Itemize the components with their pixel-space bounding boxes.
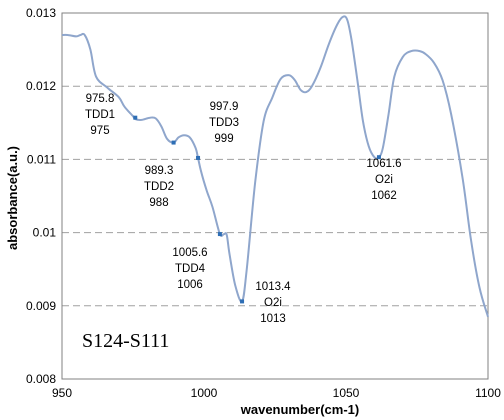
y-tick-label: 0.009 xyxy=(26,299,56,313)
peak-annotation: 989.3 TDD2 988 xyxy=(144,165,174,209)
peak-annotation: 1013.4 O2i 1013 xyxy=(255,281,291,325)
peak-marker xyxy=(240,299,245,304)
peak-annotation-line: 1006 xyxy=(177,279,203,291)
peak-annotation-line: TDD2 xyxy=(144,181,174,193)
peak-annotation-line: TDD1 xyxy=(85,109,115,121)
y-tick-label: 0.011 xyxy=(27,152,56,166)
plot-frame xyxy=(61,12,489,380)
peak-annotation-line: 1013 xyxy=(260,313,286,325)
y-tick-labels: 0.008 0.009 0.01 0.011 0.012 0.013 xyxy=(26,6,56,386)
peak-annotation-line: TDD4 xyxy=(175,263,206,275)
peak-annotation-line: 997.9 xyxy=(210,101,239,113)
peak-annotation-line: TDD3 xyxy=(209,117,239,129)
peak-marker xyxy=(171,140,176,145)
x-axis-title: wavenumber(cm-1) xyxy=(240,402,359,417)
peak-annotation: 1061.6 O2i 1062 xyxy=(366,158,401,202)
peak-annotations: 975.8 TDD1 975 989.3 TDD2 988 997.9 TDD3 999 1005… xyxy=(85,93,402,325)
y-tick-label: 0.012 xyxy=(26,79,56,93)
peak-annotation-line: 975 xyxy=(90,125,109,137)
peak-annotation: 997.9 TDD3 999 xyxy=(209,101,239,145)
peak-annotation: 1005.6 TDD4 1006 xyxy=(172,247,207,291)
peak-annotation-line: 988 xyxy=(149,197,168,209)
x-tick-label: 950 xyxy=(52,386,72,400)
y-axis-title: absorbance(a.u.) xyxy=(5,146,20,250)
peak-annotation-line: O2i xyxy=(375,174,393,186)
peak-marker xyxy=(196,155,201,160)
peak-annotation-line: 1005.6 xyxy=(172,247,207,259)
y-tick-label: 0.008 xyxy=(26,372,56,386)
peak-marker xyxy=(133,115,138,120)
x-tick-label: 1000 xyxy=(191,386,218,400)
y-tick-label: 0.013 xyxy=(26,6,56,20)
y-tick-label: 0.01 xyxy=(33,226,57,240)
peak-annotation-line: 975.8 xyxy=(86,93,115,105)
peak-annotation-line: 999 xyxy=(214,133,233,145)
x-tick-label: 1100 xyxy=(475,386,501,400)
peak-annotation-line: 1013.4 xyxy=(255,281,291,293)
series-line xyxy=(61,15,489,318)
peak-marker xyxy=(217,232,222,237)
peak-annotation-line: 1062 xyxy=(371,190,397,202)
peak-marker xyxy=(376,155,381,160)
peak-markers xyxy=(133,115,381,304)
sample-label: S124-S111 xyxy=(82,330,169,352)
peak-annotation-line: O2i xyxy=(264,297,282,309)
x-tick-labels: 950 1000 1050 1100 xyxy=(52,386,501,400)
peak-annotation-line: 1061.6 xyxy=(366,158,401,170)
grid-lines xyxy=(62,85,488,307)
peak-annotation: 975.8 TDD1 975 xyxy=(85,93,115,137)
x-tick-label: 1050 xyxy=(333,386,360,400)
peak-annotation-line: 989.3 xyxy=(145,165,174,177)
